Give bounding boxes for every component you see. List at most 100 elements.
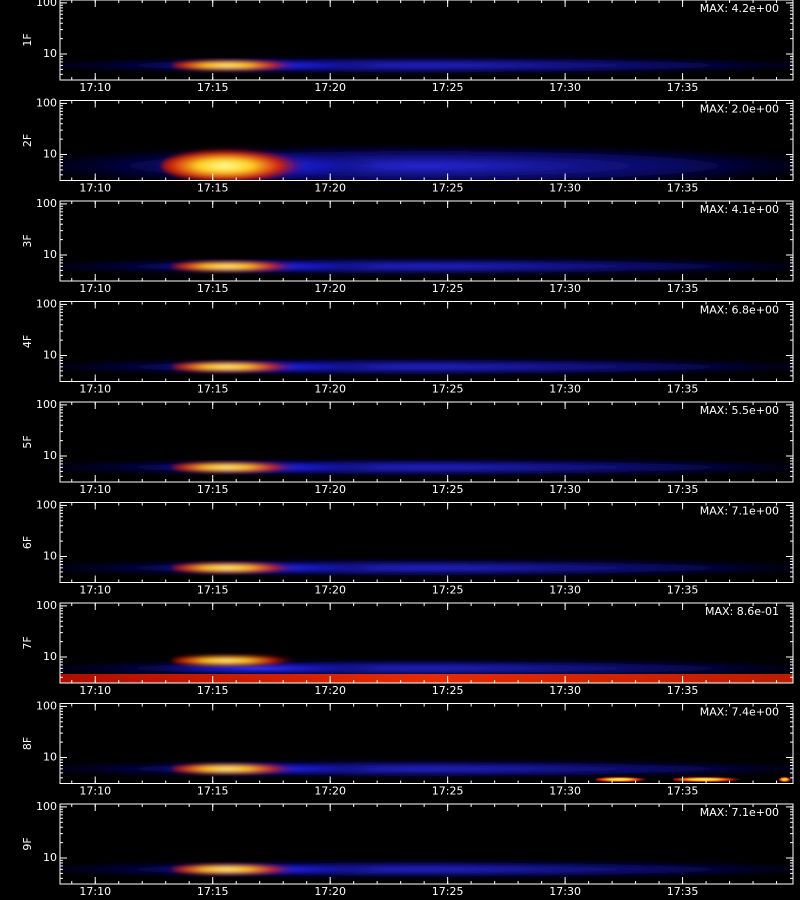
- x-tick-label: 17:20: [314, 584, 346, 597]
- x-tick-label: 17:15: [197, 584, 229, 597]
- x-tick-label: 17:15: [197, 483, 229, 496]
- x-tick-label: 17:10: [79, 785, 111, 798]
- spectrum: [60, 759, 793, 783]
- y-tick-label: 100: [36, 96, 57, 109]
- x-tick-label: 17:25: [432, 182, 464, 195]
- plot-frame: [59, 0, 794, 81]
- y-axis-label: 9F: [21, 837, 34, 850]
- max-annotation: MAX: 6.8e+00: [700, 304, 779, 317]
- hot-core: [170, 561, 311, 574]
- y-tick-label: 10: [43, 751, 57, 764]
- y-axis-label: 5F: [21, 435, 34, 448]
- x-tick-label: 17:35: [667, 182, 699, 195]
- hot-core: [170, 461, 311, 474]
- x-tick-label: 17:20: [314, 684, 346, 697]
- y-tick-label: 10: [43, 449, 57, 462]
- x-tick-label: 17:15: [197, 885, 229, 898]
- background-band: [60, 56, 793, 75]
- background-band: [60, 357, 793, 376]
- background-band: [60, 558, 793, 577]
- plot-frame: [59, 803, 794, 885]
- y-tick-label: 100: [36, 398, 57, 411]
- x-tick-label: 17:30: [549, 282, 581, 295]
- spectrum: [60, 558, 793, 577]
- spectrum: [60, 357, 793, 376]
- y-axis-label: 1F: [21, 33, 34, 46]
- x-tick-label: 17:25: [432, 785, 464, 798]
- x-tick-label: 17:10: [79, 282, 111, 295]
- x-tick-label: 17:20: [314, 383, 346, 396]
- low-band: [60, 674, 793, 683]
- background-band: [60, 458, 793, 477]
- x-tick-label: 17:10: [79, 182, 111, 195]
- y-tick-label: 10: [43, 349, 57, 362]
- x-tick-label: 17:10: [79, 684, 111, 697]
- y-tick-label: 100: [36, 800, 57, 813]
- x-tick-label: 17:20: [314, 182, 346, 195]
- x-tick-label: 17:15: [197, 182, 229, 195]
- y-tick-label: 10: [43, 650, 57, 663]
- plot-frame: [59, 502, 794, 583]
- x-tick-label: 17:15: [197, 282, 229, 295]
- spectrum: [60, 143, 793, 181]
- plot-frame: [59, 200, 794, 282]
- x-tick-label: 17:25: [432, 282, 464, 295]
- background-band: [60, 257, 793, 276]
- x-tick-label: 17:30: [549, 584, 581, 597]
- x-tick-label: 17:30: [549, 383, 581, 396]
- x-tick-label: 17:35: [667, 383, 699, 396]
- max-annotation: MAX: 7.1e+00: [700, 505, 779, 518]
- hot-core: [160, 147, 321, 181]
- x-tick-label: 17:15: [197, 383, 229, 396]
- y-tick-label: 10: [43, 47, 57, 60]
- y-axis-label: 2F: [21, 134, 34, 147]
- x-tick-label: 17:25: [432, 383, 464, 396]
- hot-core: [170, 360, 311, 373]
- max-annotation: MAX: 4.2e+00: [700, 2, 779, 15]
- x-tick-label: 17:10: [79, 383, 111, 396]
- plot-frame: [59, 703, 794, 784]
- x-tick-label: 17:30: [549, 684, 581, 697]
- y-axis-label: 4F: [21, 335, 34, 348]
- x-tick-label: 17:30: [549, 785, 581, 798]
- x-tick-label: 17:35: [667, 81, 699, 94]
- plot-frame: [59, 401, 794, 483]
- y-tick-label: 100: [36, 0, 57, 9]
- hot-core: [170, 654, 311, 667]
- spectrum: [60, 860, 793, 879]
- max-annotation: MAX: 2.0e+00: [700, 103, 779, 116]
- x-tick-label: 17:35: [667, 483, 699, 496]
- y-axis-label: 8F: [21, 737, 34, 750]
- x-tick-label: 17:20: [314, 483, 346, 496]
- x-tick-label: 17:15: [197, 684, 229, 697]
- x-tick-label: 17:15: [197, 81, 229, 94]
- max-annotation: MAX: 7.4e+00: [700, 706, 779, 719]
- y-tick-label: 100: [36, 599, 57, 612]
- x-tick-label: 17:25: [432, 483, 464, 496]
- y-axis-label: 3F: [21, 234, 34, 247]
- y-tick-label: 100: [36, 498, 57, 511]
- low-band: [595, 776, 655, 783]
- spectrum: [60, 56, 793, 75]
- hot-core: [170, 59, 311, 72]
- y-tick-label: 10: [43, 550, 57, 563]
- low-band: [673, 776, 751, 783]
- hot-core: [170, 762, 311, 775]
- x-tick-label: 17:20: [314, 282, 346, 295]
- x-tick-label: 17:20: [314, 785, 346, 798]
- low-band: [778, 776, 793, 783]
- x-tick-label: 17:25: [432, 885, 464, 898]
- y-tick-label: 10: [43, 851, 57, 864]
- y-axis-label: 6F: [21, 536, 34, 549]
- x-tick-label: 17:20: [314, 885, 346, 898]
- x-tick-label: 17:30: [549, 182, 581, 195]
- x-tick-label: 17:30: [549, 483, 581, 496]
- x-tick-label: 17:30: [549, 885, 581, 898]
- y-axis-label: 7F: [21, 636, 34, 649]
- max-annotation: MAX: 4.1e+00: [700, 203, 779, 216]
- x-tick-label: 17:35: [667, 684, 699, 697]
- background-band: [60, 759, 793, 778]
- x-tick-label: 17:10: [79, 885, 111, 898]
- plot-frame: [59, 100, 794, 181]
